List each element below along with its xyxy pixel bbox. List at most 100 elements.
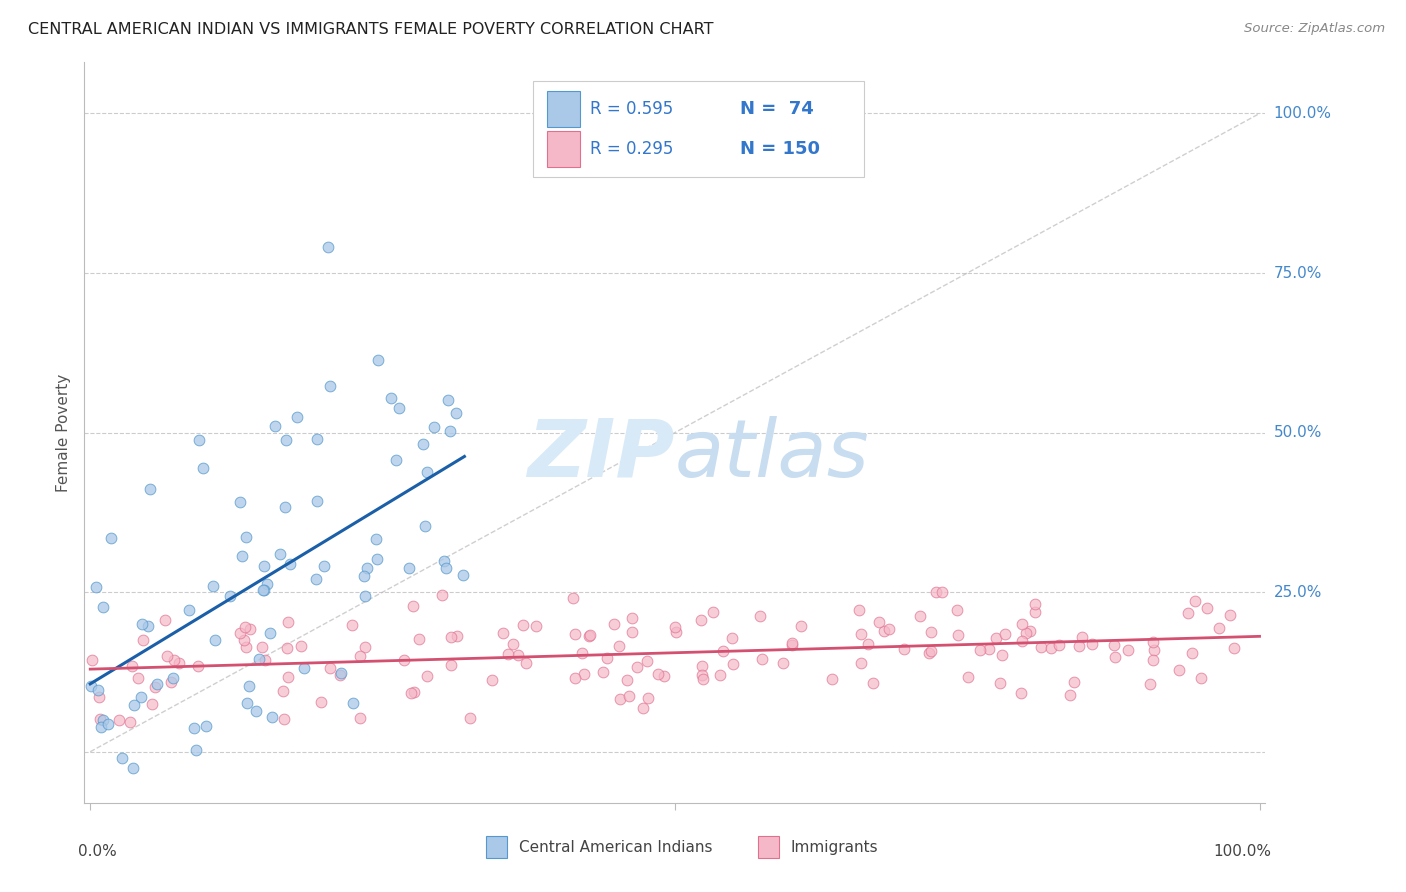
Point bbox=[920, 644, 942, 658]
Point bbox=[512, 618, 534, 632]
Text: atlas: atlas bbox=[675, 416, 870, 494]
Point bbox=[316, 240, 339, 254]
Point bbox=[1047, 638, 1070, 652]
Point bbox=[408, 632, 430, 646]
Point bbox=[187, 659, 209, 673]
Point bbox=[720, 632, 742, 646]
Point bbox=[245, 704, 267, 718]
Point bbox=[856, 637, 879, 651]
Point bbox=[413, 519, 436, 533]
Point bbox=[1081, 637, 1104, 651]
Point bbox=[84, 580, 107, 594]
Point bbox=[416, 669, 439, 683]
Point bbox=[1024, 605, 1046, 619]
Point bbox=[626, 660, 648, 674]
Text: ZIP: ZIP bbox=[527, 416, 675, 494]
Point bbox=[579, 628, 602, 642]
Point bbox=[388, 401, 411, 416]
Point bbox=[118, 715, 141, 730]
FancyBboxPatch shape bbox=[533, 81, 863, 178]
Point bbox=[260, 710, 283, 724]
Text: 100.0%: 100.0% bbox=[1274, 106, 1331, 121]
Point bbox=[496, 647, 519, 661]
Point bbox=[956, 670, 979, 684]
Point bbox=[384, 453, 406, 467]
Point bbox=[235, 640, 257, 654]
Point bbox=[274, 433, 297, 447]
Point bbox=[305, 494, 328, 508]
Point bbox=[515, 657, 537, 671]
Point bbox=[1143, 642, 1166, 657]
Point bbox=[458, 711, 481, 725]
Point bbox=[143, 680, 166, 694]
Point bbox=[238, 679, 260, 693]
Point bbox=[1177, 607, 1199, 621]
Point bbox=[416, 465, 439, 479]
Point bbox=[790, 619, 813, 633]
Point bbox=[366, 532, 388, 546]
Point bbox=[492, 625, 515, 640]
Point bbox=[1189, 671, 1212, 685]
Point bbox=[312, 558, 335, 573]
Point bbox=[342, 617, 364, 632]
Y-axis label: Female Poverty: Female Poverty bbox=[56, 374, 72, 491]
Point bbox=[652, 669, 675, 683]
Point bbox=[219, 589, 242, 603]
Point bbox=[356, 560, 378, 574]
Point bbox=[1071, 630, 1094, 644]
Point bbox=[263, 419, 285, 434]
Point bbox=[1059, 688, 1081, 702]
Point bbox=[946, 628, 969, 642]
Point bbox=[506, 648, 529, 662]
Point bbox=[108, 714, 131, 728]
Point bbox=[277, 670, 299, 684]
Point bbox=[305, 572, 328, 586]
Point bbox=[93, 713, 115, 727]
Point bbox=[564, 671, 586, 685]
Point bbox=[502, 637, 524, 651]
FancyBboxPatch shape bbox=[758, 836, 779, 858]
Point bbox=[253, 582, 276, 597]
Point bbox=[702, 605, 724, 619]
Point bbox=[1142, 653, 1164, 667]
Point bbox=[432, 554, 454, 568]
Point bbox=[349, 649, 371, 664]
Point bbox=[252, 583, 274, 598]
Point bbox=[690, 659, 713, 673]
Point bbox=[609, 692, 631, 706]
Point bbox=[564, 627, 586, 641]
Point bbox=[877, 622, 900, 636]
Point bbox=[153, 613, 176, 627]
Point bbox=[692, 672, 714, 686]
Point bbox=[87, 690, 110, 705]
Point bbox=[690, 667, 713, 681]
Point bbox=[562, 591, 585, 605]
Point bbox=[631, 700, 654, 714]
Point bbox=[1208, 621, 1230, 635]
Point bbox=[690, 613, 713, 627]
Point bbox=[89, 712, 111, 726]
Point bbox=[991, 648, 1014, 663]
Point bbox=[141, 698, 163, 712]
Point bbox=[229, 626, 252, 640]
Text: N =  74: N = 74 bbox=[740, 100, 814, 118]
Text: R = 0.295: R = 0.295 bbox=[591, 140, 673, 158]
Point bbox=[711, 644, 734, 658]
Point bbox=[131, 616, 153, 631]
Point bbox=[1104, 650, 1126, 665]
Point bbox=[233, 620, 256, 634]
Point bbox=[122, 698, 145, 712]
Point bbox=[353, 589, 375, 603]
Point bbox=[994, 627, 1017, 641]
Point bbox=[821, 672, 844, 686]
Point bbox=[446, 629, 468, 643]
Point bbox=[169, 656, 191, 670]
Point bbox=[201, 579, 224, 593]
FancyBboxPatch shape bbox=[486, 836, 508, 858]
Point bbox=[1011, 686, 1033, 700]
Point bbox=[1011, 617, 1033, 632]
Point bbox=[276, 640, 298, 655]
Point bbox=[430, 588, 453, 602]
Point bbox=[918, 647, 941, 661]
Point bbox=[342, 696, 364, 710]
